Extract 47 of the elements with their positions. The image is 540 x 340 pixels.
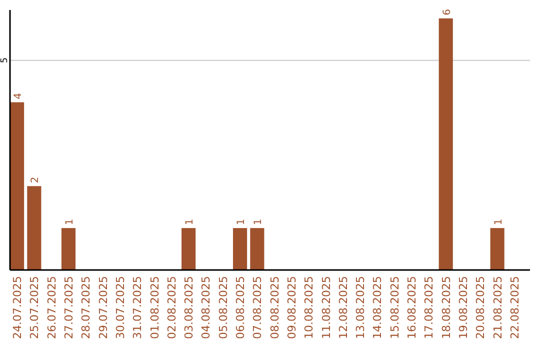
x-tick-label: 10.08.2025 [302,276,316,339]
x-tick-label: 08.08.2025 [268,276,282,339]
x-tick-label: 14.08.2025 [371,276,384,339]
x-tick-label: 18.08.2025 [440,276,453,339]
x-tick-label: 12.08.2025 [336,276,350,339]
bar [250,228,264,270]
x-tick-label: 25.07.2025 [28,276,42,339]
bar [490,228,504,270]
x-tick-label: 20.08.2025 [474,276,488,339]
x-tick-label: 04.08.2025 [200,276,213,339]
data-label: 2 [30,176,42,184]
y-tick-label: 5 [0,57,10,64]
x-tick-label: 29.07.2025 [96,276,110,339]
x-tick-label: 22.08.2025 [508,276,522,339]
x-tick-label: 11.08.2025 [320,276,333,339]
bar [232,228,248,270]
data-label: 4 [13,92,24,100]
x-tick-label: 17.08.2025 [422,276,436,339]
x-tick-label: 27.07.2025 [62,276,76,339]
x-tick-label: 15.08.2025 [388,276,402,339]
x-tick-label: 24.07.2025 [11,276,24,339]
x-tick-label: 03.08.2025 [182,276,196,339]
data-label: 1 [253,218,264,226]
x-tick-label: 02.08.2025 [165,276,178,339]
data-label: 6 [442,9,453,16]
x-tick-label: 13.08.2025 [354,276,368,339]
x-tick-label: 07.08.2025 [251,276,264,339]
x-tick-label: 28.07.2025 [80,276,93,339]
x-tick-label: 31.07.2025 [131,276,144,339]
bar [61,228,76,270]
x-tick-label: 09.08.2025 [285,276,298,339]
x-tick-label: 05.08.2025 [216,276,230,339]
x-tick-label: 26.07.2025 [45,276,58,339]
x-tick-label: 16.08.2025 [406,276,419,339]
data-label: 1 [236,218,248,226]
x-tick-label: 06.08.2025 [234,276,248,339]
x-tick-label: 19.08.2025 [457,276,470,339]
bar [27,186,42,270]
bar [10,102,24,270]
data-label: 1 [184,218,196,226]
bar [182,228,196,270]
bar [438,18,453,270]
x-tick-label: 30.07.2025 [114,276,127,339]
data-label: 1 [64,218,76,226]
x-tick-label: 21.08.2025 [491,276,504,339]
data-label: 1 [493,218,504,226]
x-tick-label: 01.08.2025 [148,276,162,339]
